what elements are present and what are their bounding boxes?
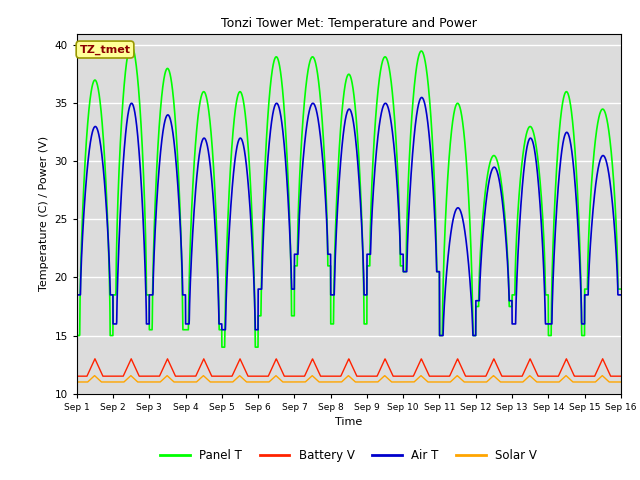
- Air T: [607, 183, 614, 189]
- Battery V: [73, 373, 81, 379]
- Air T: [617, 292, 625, 298]
- Battery V: [305, 363, 313, 369]
- Air T: [305, 109, 313, 115]
- Air T: [418, 95, 426, 100]
- Title: Tonzi Tower Met: Temperature and Power: Tonzi Tower Met: Temperature and Power: [221, 17, 477, 30]
- X-axis label: Time: Time: [335, 417, 362, 427]
- Panel T: [617, 286, 625, 292]
- Solar V: [607, 379, 614, 385]
- Solar V: [617, 379, 625, 385]
- Battery V: [607, 372, 614, 378]
- Solar V: [168, 377, 175, 383]
- Panel T: [218, 344, 226, 350]
- Solar V: [548, 379, 556, 385]
- Panel T: [305, 61, 313, 67]
- Panel T: [607, 142, 614, 147]
- Battery V: [135, 373, 143, 379]
- Solar V: [91, 373, 99, 379]
- Air T: [282, 156, 289, 162]
- Panel T: [548, 282, 556, 288]
- Solar V: [135, 379, 143, 385]
- Panel T: [127, 42, 135, 48]
- Air T: [73, 292, 81, 298]
- Y-axis label: Temperature (C) / Power (V): Temperature (C) / Power (V): [39, 136, 49, 291]
- Panel T: [282, 131, 290, 136]
- Battery V: [282, 373, 289, 379]
- Text: TZ_tmet: TZ_tmet: [79, 44, 131, 55]
- Solar V: [305, 375, 313, 381]
- Battery V: [91, 356, 99, 361]
- Line: Solar V: Solar V: [77, 376, 621, 382]
- Solar V: [73, 379, 81, 385]
- Air T: [548, 321, 556, 327]
- Solar V: [282, 379, 289, 385]
- Battery V: [548, 373, 556, 379]
- Air T: [436, 333, 444, 338]
- Battery V: [168, 364, 175, 370]
- Panel T: [73, 333, 81, 338]
- Panel T: [168, 78, 175, 84]
- Line: Panel T: Panel T: [77, 45, 621, 347]
- Air T: [135, 146, 143, 152]
- Legend: Panel T, Battery V, Air T, Solar V: Panel T, Battery V, Air T, Solar V: [156, 444, 542, 467]
- Line: Battery V: Battery V: [77, 359, 621, 376]
- Battery V: [617, 373, 625, 379]
- Line: Air T: Air T: [77, 97, 621, 336]
- Panel T: [135, 92, 143, 97]
- Air T: [167, 120, 175, 125]
